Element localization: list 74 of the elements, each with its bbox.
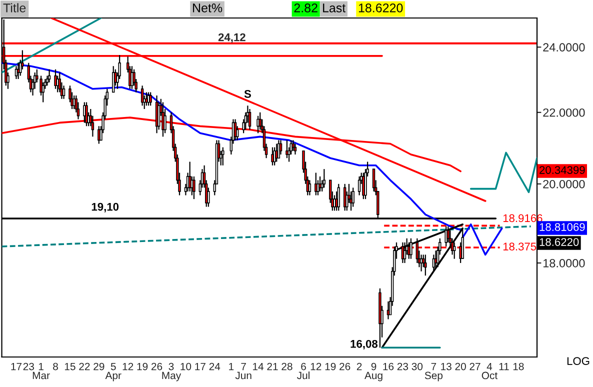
x-tick-label: 1 [229,362,234,370]
x-tick-label: 17 [11,362,22,370]
annotation: 16,08 [350,340,378,350]
x-tick-label: 26 [340,362,350,370]
x-tick-label: 2 [356,362,362,370]
x-tick-label: 28 [282,362,292,370]
text: 20.34399 [540,166,585,174]
candlestick [358,176,361,196]
candlestick [192,176,196,200]
annotation: S [244,90,251,98]
candlestick [446,226,450,243]
y-tick-label: 18.0000 [543,259,585,268]
x-tick-label: 16 [383,362,394,370]
ref-line-label: 24,12 [218,33,246,43]
x-tick-label: 13 [441,362,452,370]
x-tick-label: 12 [122,362,134,370]
annotation: 18.375 [503,242,536,250]
candlestick [294,143,297,156]
x-tick-label: 6 Jul [297,362,310,380]
candlestick [372,168,376,192]
x-tick-label: 24 [209,362,220,370]
x-tick-label: 27 [470,362,480,370]
text: 2.82 [294,4,318,12]
x-tick-label: 9 Aug [364,362,382,382]
x-tick-label: 11 [499,362,509,370]
x-tick-label: 19 [137,362,148,370]
x-tick-label: 23 [397,362,408,370]
candlestick [444,226,448,248]
candlestick [337,183,340,212]
x-tick-label: 5 Apr [105,362,122,382]
text: LOG [567,357,590,365]
candlestick [279,140,282,156]
text: 18.6220 [540,238,579,246]
candlestick [308,180,312,196]
x-tick-label: 15 [64,362,76,370]
x-tick-label: 29 [94,362,104,370]
text: 18.6220 [358,4,403,12]
x-tick-label: 18 [513,362,524,370]
x-tick-label: 23 [23,362,34,370]
text: Net% [193,4,222,12]
y-tick-label: 22.0000 [543,108,585,117]
x-tick-label: 14 [253,362,264,370]
x-tick-label: 30 [412,362,423,370]
candlestick [48,68,51,83]
annotation: 19,10 [92,202,119,212]
candlestick [453,242,456,260]
x-tick-label: 4 Oct [482,362,498,380]
candlestick [62,85,66,100]
x-tick-label: 10 [180,362,192,370]
x-tick-label: 3 May [162,362,182,382]
x-tick-label: 8 [53,362,58,370]
x-tick-label: 22 [79,362,90,370]
x-tick-label: 20 [455,362,466,370]
x-tick-label: 19 [325,362,336,370]
candlestick [256,115,260,134]
candlestick [222,146,224,166]
x-tick-label: 7 Jun [235,362,252,380]
candlestick [322,168,326,188]
x-tick-label: 17 [195,362,206,370]
x-tick-label: 1 Mar [32,362,50,380]
y-tick-label: 20.0000 [543,180,585,188]
chart-title: Title [3,3,26,12]
candlestick [424,254,427,276]
y-tick-label: 24.0000 [543,43,585,52]
x-tick-label: 12 [310,362,322,370]
x-tick-label: 26 [152,362,162,370]
text: 18.81069 [540,223,585,231]
candlestick [149,92,152,106]
text: Last [323,4,346,12]
x-tick-label: 21 [267,362,278,370]
candlestick [352,187,354,208]
candlestick [273,146,276,166]
candlestick [318,176,322,192]
line-series [470,152,538,194]
